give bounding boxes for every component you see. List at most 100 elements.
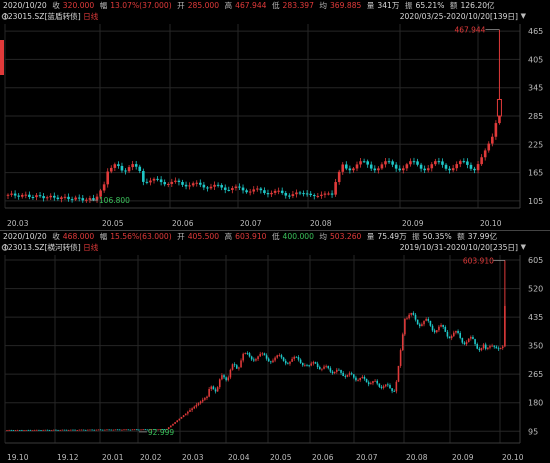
period-label[interactable]: 日线 <box>83 243 99 252</box>
candle-body <box>95 196 99 200</box>
amount-value: 126.20亿 <box>460 1 495 10</box>
candle-body <box>302 193 305 195</box>
candle-body <box>270 192 273 195</box>
candle-body <box>246 353 249 355</box>
candle-body <box>216 387 219 392</box>
candle-body <box>195 182 199 184</box>
candle-body <box>272 360 274 363</box>
candle-body <box>312 362 315 364</box>
candle-body <box>387 384 389 386</box>
candle-body <box>329 368 332 372</box>
candle-body <box>419 164 423 169</box>
candle-body <box>242 353 244 361</box>
candle-body <box>195 404 198 407</box>
candle-body <box>333 371 336 374</box>
candle-body <box>462 161 466 163</box>
candle-body <box>455 330 457 333</box>
settings-gear-icon[interactable] <box>0 12 10 21</box>
candle-body <box>412 312 415 315</box>
candle-body <box>474 339 476 345</box>
candle-body <box>80 429 83 431</box>
candle-body <box>493 345 496 347</box>
candle-body <box>404 318 406 335</box>
quote-date: 2020/10/20 <box>3 232 47 241</box>
candle-body <box>49 195 53 198</box>
security-name: [横河转债] <box>44 243 81 252</box>
candle-body <box>359 377 361 381</box>
candle-body <box>177 180 181 183</box>
candle-body <box>78 429 81 431</box>
change-value: 15.56%(63.000) <box>110 232 172 241</box>
candle-body <box>35 429 38 431</box>
candle-body <box>38 195 42 197</box>
candle-body <box>159 429 161 431</box>
candle-body <box>206 396 208 399</box>
candle-body <box>48 430 51 431</box>
candle-body <box>497 348 500 350</box>
candle-body <box>426 168 430 171</box>
candle-body <box>121 429 123 431</box>
candle-body <box>172 423 174 426</box>
candle-body <box>487 347 489 349</box>
candle-body <box>338 369 340 371</box>
candle-body <box>61 429 64 431</box>
dropdown-triangle-icon[interactable]: ▼ <box>520 12 526 20</box>
candle-body <box>101 429 104 431</box>
candle-body <box>450 336 453 339</box>
candle-body <box>210 386 213 390</box>
x-tick-label: 20.08 <box>310 219 332 228</box>
x-tick-label: 20.05 <box>102 219 124 228</box>
candle-body <box>76 430 79 431</box>
candle-body <box>437 161 441 163</box>
candle-body <box>266 193 270 195</box>
candle-body <box>146 429 149 431</box>
candle-body <box>163 182 166 185</box>
settings-gear-icon[interactable] <box>0 243 10 252</box>
candle-body <box>289 361 291 364</box>
candle-body <box>427 318 430 321</box>
candle-body <box>12 430 15 431</box>
dropdown-triangle-icon[interactable]: ▼ <box>520 243 526 251</box>
candle-body <box>406 318 408 320</box>
candle-body <box>227 189 231 191</box>
candle-body <box>348 373 351 375</box>
y-tick-label: 435 <box>528 313 543 322</box>
candle-body <box>174 422 176 424</box>
volume-label: 量 <box>366 1 375 10</box>
candle-body <box>216 184 220 186</box>
security-title: 123015.SZ[蓝盾转债] 日线 <box>0 11 550 22</box>
candle-body <box>433 330 436 333</box>
candle-body <box>184 184 188 187</box>
candle-body <box>53 429 55 431</box>
x-tick-label: 20.04 <box>228 453 250 462</box>
candle-body <box>363 376 366 379</box>
candle-body <box>144 429 147 431</box>
candle-body <box>74 197 77 200</box>
candle-body <box>252 189 256 192</box>
amplitude-value: 65.21% <box>415 1 445 10</box>
avg-label: 均 <box>319 1 327 10</box>
candle-body <box>84 429 87 431</box>
candle-body <box>263 353 266 356</box>
candle-body <box>276 355 279 358</box>
candle-body <box>423 320 425 325</box>
security-code: 123013.SZ <box>3 243 45 252</box>
candle-body <box>480 157 483 165</box>
candle-body <box>229 369 232 378</box>
candle-body <box>501 346 504 349</box>
candle-body <box>8 430 10 431</box>
candle-body <box>295 356 298 358</box>
period-label[interactable]: 日线 <box>83 12 99 21</box>
candle-body <box>465 342 468 345</box>
candle-body <box>63 196 67 198</box>
candle-body <box>334 182 337 195</box>
candle-body <box>191 408 193 411</box>
candlestick-chart-1[interactable]: 465 405 345 285 225 165 105 20.03 20.05 20.06 20.0… <box>0 0 550 230</box>
candle-body <box>157 429 159 431</box>
candle-body <box>25 429 27 431</box>
candle-body <box>60 197 63 200</box>
candle-body <box>467 338 470 343</box>
x-tick-label: 20.10 <box>502 453 524 462</box>
candle-body <box>380 386 383 388</box>
candlestick-chart-2[interactable]: 605 520 435 350 265 180 95 19.10 19.12 20.01 20.02… <box>0 231 550 463</box>
